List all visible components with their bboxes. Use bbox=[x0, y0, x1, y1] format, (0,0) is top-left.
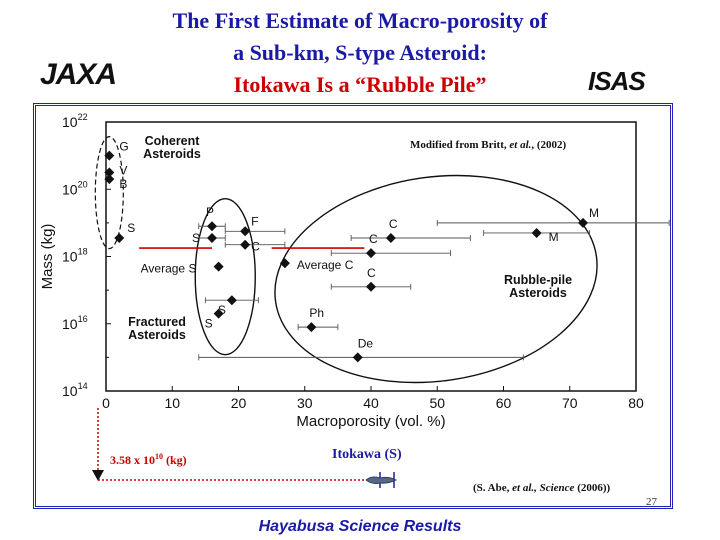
data-point bbox=[213, 261, 224, 272]
data-point-label: M bbox=[549, 230, 559, 244]
data-point bbox=[104, 150, 115, 161]
data-point bbox=[366, 248, 376, 259]
x-axis-label: Macroporosity (vol. %) bbox=[296, 413, 445, 430]
jaxa-logo: JAXA bbox=[40, 58, 117, 91]
data-point-label: P bbox=[206, 205, 214, 219]
data-point-label: Ph bbox=[309, 306, 324, 320]
data-point-label: C bbox=[251, 240, 260, 254]
figure-frame bbox=[33, 103, 673, 509]
data-point bbox=[226, 295, 237, 306]
data-point bbox=[385, 233, 396, 244]
data-point-label: S bbox=[192, 231, 200, 245]
x-tick-label: 80 bbox=[628, 395, 644, 411]
x-tick-label: 60 bbox=[496, 395, 512, 411]
region-label-line-1: Rubble-pile bbox=[504, 273, 572, 287]
data-point bbox=[104, 167, 115, 178]
coherent-asteroids-ellipse bbox=[94, 136, 124, 250]
data-point bbox=[531, 227, 542, 238]
y-tick-label: 1014 bbox=[62, 381, 88, 399]
region-label-line-1: Fractured bbox=[128, 315, 186, 329]
y-tick-label: 1016 bbox=[62, 314, 88, 332]
data-point bbox=[213, 308, 224, 319]
itokawa-mass-label: 3.58 x 1010 (kg) bbox=[110, 452, 187, 467]
slide-title-line-2: a Sub-km, S-type Asteroid: bbox=[233, 40, 487, 65]
page-number: 27 bbox=[646, 496, 657, 508]
data-point-label: V bbox=[119, 163, 127, 177]
x-tick-label: 20 bbox=[231, 395, 247, 411]
data-point bbox=[207, 233, 217, 244]
data-point bbox=[366, 281, 376, 292]
data-point-label: B bbox=[119, 177, 127, 191]
region-label-line-1: Coherent bbox=[145, 134, 201, 148]
data-point bbox=[114, 233, 125, 244]
y-tick-label: 1022 bbox=[62, 112, 88, 130]
citation: (S. Abe, et al., Science (2006)) bbox=[473, 482, 611, 494]
slide-title-line-1: The First Estimate of Macro-porosity of bbox=[172, 8, 548, 33]
data-point-label: C bbox=[389, 217, 398, 231]
data-point-label: S bbox=[127, 221, 135, 235]
x-tick-label: 40 bbox=[363, 395, 379, 411]
isas-logo: ISAS bbox=[588, 66, 646, 96]
region-label-line-2: Asteroids bbox=[128, 328, 186, 342]
data-point-label: De bbox=[358, 336, 374, 350]
itokawa-label: Itokawa (S) bbox=[332, 447, 402, 462]
data-point-label: Average S bbox=[141, 262, 197, 276]
data-point bbox=[240, 226, 251, 237]
data-point-label: C bbox=[367, 266, 376, 280]
y-axis-label: Mass (kg) bbox=[39, 224, 56, 290]
fractured-asteroids-ellipse bbox=[194, 197, 256, 356]
y-tick-label: 1018 bbox=[62, 247, 88, 265]
x-tick-label: 70 bbox=[562, 395, 578, 411]
x-tick-label: 50 bbox=[429, 395, 445, 411]
data-point-label: G bbox=[119, 140, 128, 154]
data-point-label: S bbox=[218, 303, 226, 317]
x-tick-label: 10 bbox=[164, 395, 180, 411]
data-point bbox=[104, 174, 115, 185]
source-note: Modified from Britt, et al., (2002) bbox=[410, 139, 567, 151]
data-point-label: Average C bbox=[297, 258, 354, 272]
data-point bbox=[279, 258, 290, 269]
data-point-label: M bbox=[589, 206, 599, 220]
down-arrow-icon bbox=[92, 470, 104, 481]
x-tick-label: 0 bbox=[102, 395, 110, 411]
data-point-label: S bbox=[205, 317, 213, 331]
footer-title: Hayabusa Science Results bbox=[258, 518, 462, 535]
y-tick-label: 1020 bbox=[62, 179, 88, 197]
x-tick-label: 30 bbox=[297, 395, 313, 411]
data-point bbox=[352, 352, 363, 363]
data-point bbox=[306, 322, 317, 333]
slide-subtitle-red: Itokawa Is a “Rubble Pile” bbox=[233, 72, 487, 97]
region-label-line-2: Asteroids bbox=[509, 286, 567, 300]
data-point bbox=[207, 221, 217, 232]
data-point bbox=[240, 239, 251, 250]
data-point bbox=[578, 217, 588, 228]
rubble-pile-asteroids-ellipse bbox=[274, 174, 598, 384]
region-label-line-2: Asteroids bbox=[143, 147, 201, 161]
itokawa-asteroid-icon bbox=[365, 476, 397, 484]
data-point-label: C bbox=[369, 232, 378, 246]
data-point-label: F bbox=[251, 214, 258, 228]
